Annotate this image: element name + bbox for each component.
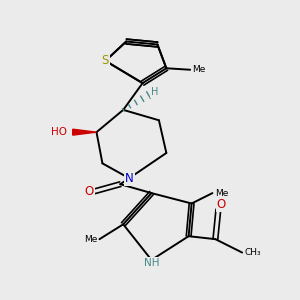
Text: HO: HO: [51, 127, 67, 137]
Text: Me: Me: [192, 65, 206, 74]
Text: O: O: [217, 199, 226, 212]
Text: CH₃: CH₃: [244, 248, 261, 257]
Polygon shape: [73, 129, 97, 135]
Text: H: H: [151, 87, 158, 97]
Text: NH: NH: [144, 258, 159, 268]
Text: Me: Me: [214, 189, 228, 198]
Text: Me: Me: [84, 235, 97, 244]
Text: N: N: [125, 172, 134, 185]
Text: S: S: [102, 54, 109, 67]
Text: O: O: [84, 185, 94, 198]
